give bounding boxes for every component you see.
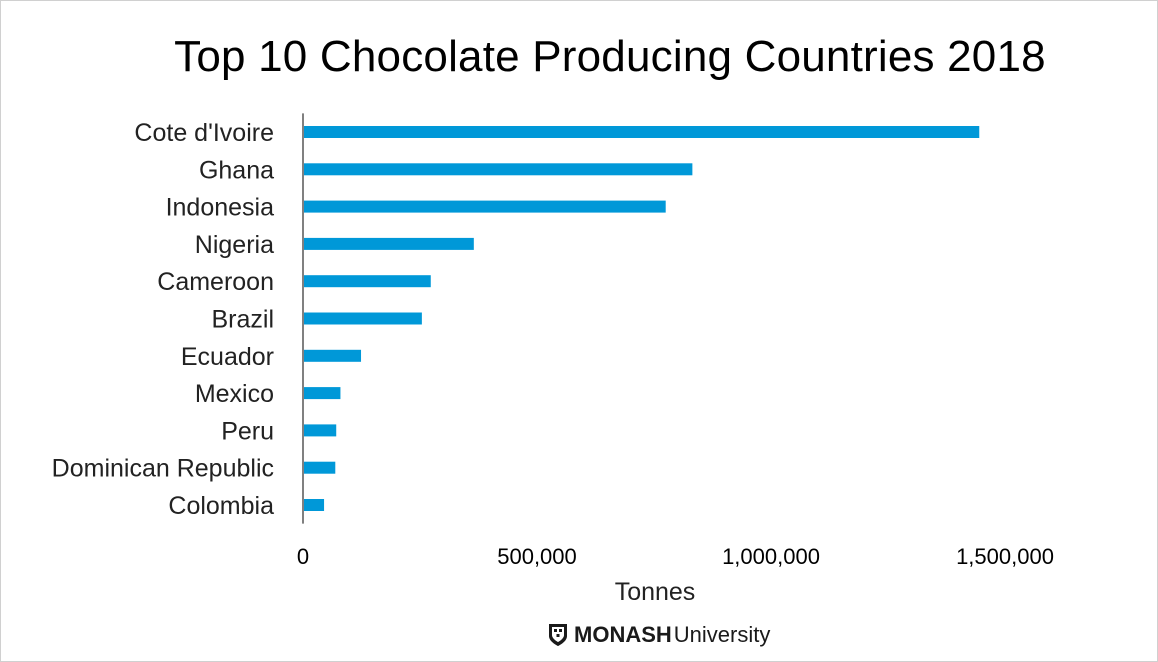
category-label-7: Mexico bbox=[195, 380, 274, 408]
bar-6 bbox=[304, 349, 362, 362]
bar-2 bbox=[304, 200, 666, 213]
x-tick-label-3: 1,500,000 bbox=[956, 544, 1054, 569]
category-label-2: Indonesia bbox=[166, 194, 275, 222]
bar-3 bbox=[304, 237, 474, 250]
bar-10 bbox=[304, 499, 325, 511]
monash-crest-icon bbox=[549, 624, 567, 646]
bar-1 bbox=[304, 163, 693, 176]
category-labels-group: Cote d'Ivoire Ghana Indonesia Nigeria Camero… bbox=[52, 119, 274, 520]
logo-text-monash: MONASH bbox=[574, 622, 672, 647]
category-label-4: Cameroon bbox=[157, 268, 274, 296]
x-tick-labels-group: 0 500,000 1,000,000 1,500,000 bbox=[297, 544, 1054, 569]
bar-9 bbox=[304, 461, 336, 474]
x-tick-label-1: 500,000 bbox=[497, 544, 577, 569]
x-tick-label-0: 0 bbox=[297, 544, 309, 569]
monash-logo: MONASH University bbox=[548, 620, 770, 650]
category-label-1: Ghana bbox=[199, 156, 274, 184]
bar-8 bbox=[304, 424, 337, 437]
category-label-9: Dominican Republic bbox=[52, 455, 274, 483]
logo-text-university: University bbox=[673, 622, 771, 647]
x-axis-title: Tonnes bbox=[614, 578, 696, 606]
bar-5 bbox=[304, 312, 422, 325]
bar-7 bbox=[304, 387, 341, 400]
category-label-3: Nigeria bbox=[195, 231, 274, 259]
bar-4 bbox=[304, 275, 431, 288]
category-label-6: Ecuador bbox=[181, 343, 274, 371]
chart-title: Top 10 Chocolate Producing Countries 201… bbox=[174, 32, 1046, 81]
x-tick-label-2: 1,000,000 bbox=[722, 544, 820, 569]
category-label-0: Cote d'Ivoire bbox=[134, 119, 274, 147]
bars-group bbox=[304, 126, 980, 511]
bar-0 bbox=[304, 126, 980, 138]
category-label-5: Brazil bbox=[211, 306, 274, 334]
category-label-10: Colombia bbox=[168, 492, 274, 520]
category-label-8: Peru bbox=[221, 417, 274, 445]
